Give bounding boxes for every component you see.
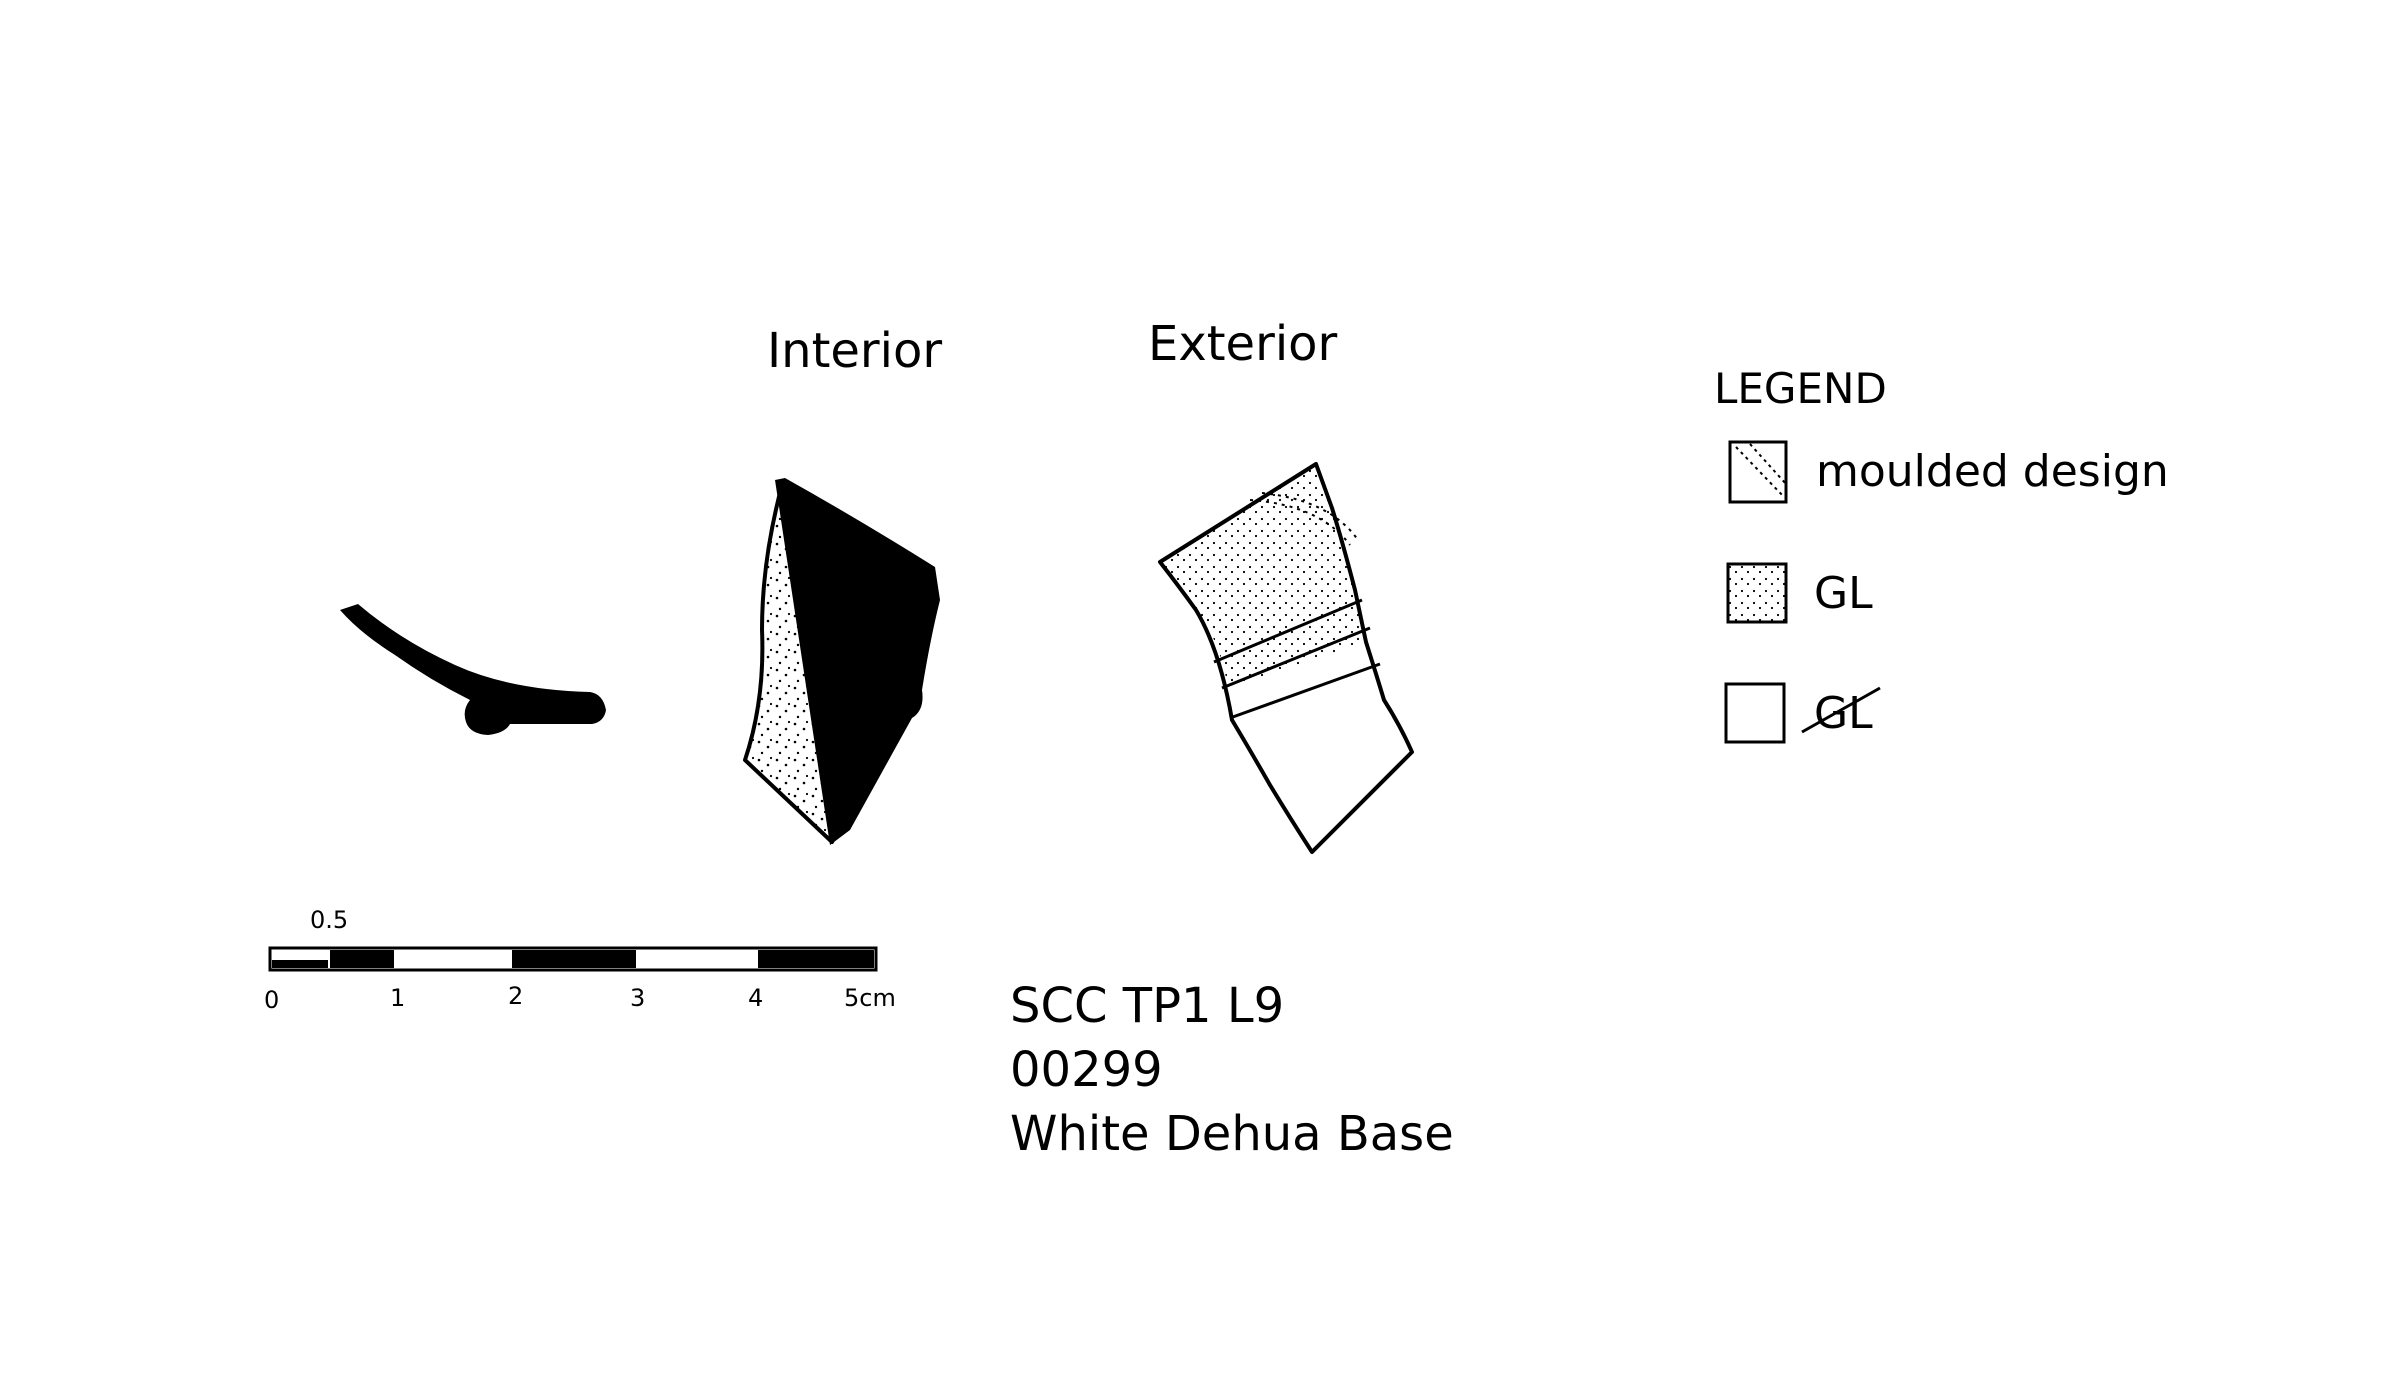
exterior-sherd-glazed-upper: [1160, 464, 1366, 688]
catalog-description: White Dehua Base: [1010, 1106, 1454, 1162]
exterior-band-line: [1221, 626, 1371, 690]
empty-square-icon: [1724, 682, 1786, 744]
profile-section: [340, 604, 606, 735]
exterior-sherd-outline: [1158, 462, 1414, 854]
moulded-design-hatch: [1735, 446, 1785, 498]
scale-tick-label: 4: [748, 984, 764, 1012]
strike-through-mark: [1801, 686, 1881, 734]
catalog-site-context: SCC TP1 L9: [1010, 978, 1285, 1034]
legend-label-glazed: GL: [1814, 568, 1873, 619]
exterior-view-title: Exterior: [1148, 316, 1338, 372]
stippled-square-icon: [1726, 562, 1788, 624]
exterior-band-line: [1213, 598, 1363, 664]
scale-sub-label: 0.5: [310, 906, 349, 934]
diagonal-dotted-square-icon: [1728, 440, 1788, 504]
legend-label-moulded-design: moulded design: [1816, 446, 2169, 497]
moulded-design-hatch: [1749, 443, 1787, 485]
scale-tick-label: 2: [508, 982, 524, 1010]
legend-title: LEGEND: [1714, 364, 1887, 413]
interior-view-title: Interior: [767, 323, 943, 379]
scale-tick-label: 3: [630, 984, 646, 1012]
interior-sherd: [743, 483, 930, 844]
scale-bar: [268, 946, 878, 972]
legend-label-unglazed: GL: [1814, 688, 1873, 739]
exterior-band-line: [1229, 662, 1381, 720]
catalog-number: 00299: [1010, 1042, 1163, 1098]
scale-tick-label: 1: [390, 984, 406, 1012]
scale-tick-label: 0: [264, 986, 280, 1014]
scale-tick-label: 5cm: [844, 984, 896, 1012]
